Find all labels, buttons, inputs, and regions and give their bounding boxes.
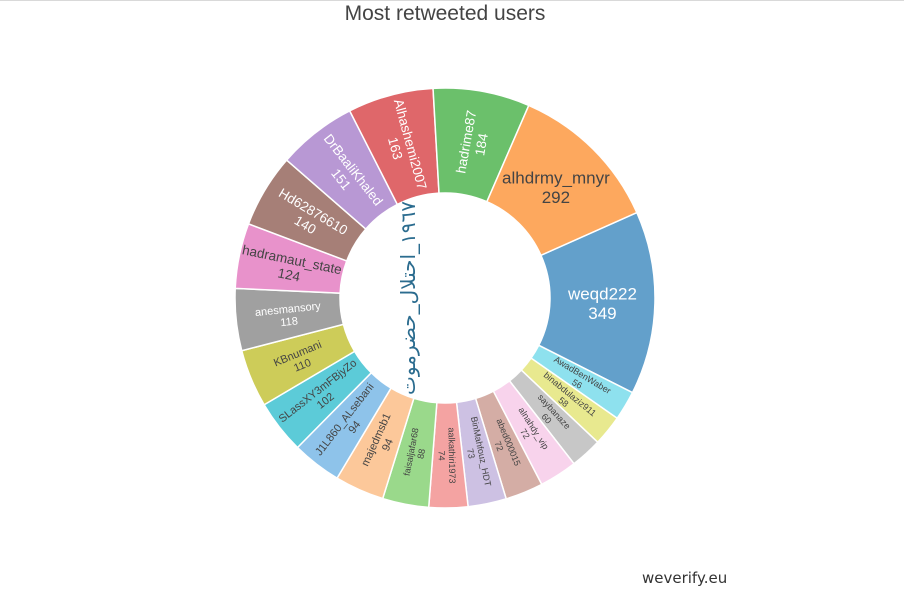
slice-value: 94: [380, 437, 396, 453]
slice-weqd222[interactable]: [537, 211, 656, 394]
slice-value: 124: [276, 265, 302, 284]
chart-title: Most retweeted users: [344, 2, 546, 25]
top-border: [0, 0, 904, 1]
slice-value: 94: [346, 419, 363, 436]
slice-value: 292: [542, 188, 570, 207]
slice-value: 349: [588, 304, 616, 323]
watermark-credit: weverify.eu: [642, 569, 728, 587]
slice-value: 72: [492, 440, 505, 453]
slice-name: aalkathiri1973: [446, 427, 457, 483]
slice-value: 60: [539, 412, 553, 426]
slice-value: 118: [280, 315, 299, 329]
slice-name: alhdrmy_mnyr: [502, 169, 610, 188]
slice-value: 88: [415, 448, 427, 460]
center-hashtag-label: ١٩٦٧_احتلال_حضرموت: [396, 201, 420, 395]
slice-alhdrmy-mnyr[interactable]: [485, 104, 638, 257]
slice-value: 73: [465, 448, 477, 460]
slice-value: 74: [436, 450, 446, 460]
slice-value: 72: [518, 427, 532, 441]
slice-name: weqd222: [567, 284, 637, 303]
slice-value: 184: [472, 132, 491, 157]
slice-value: 163: [385, 135, 405, 161]
